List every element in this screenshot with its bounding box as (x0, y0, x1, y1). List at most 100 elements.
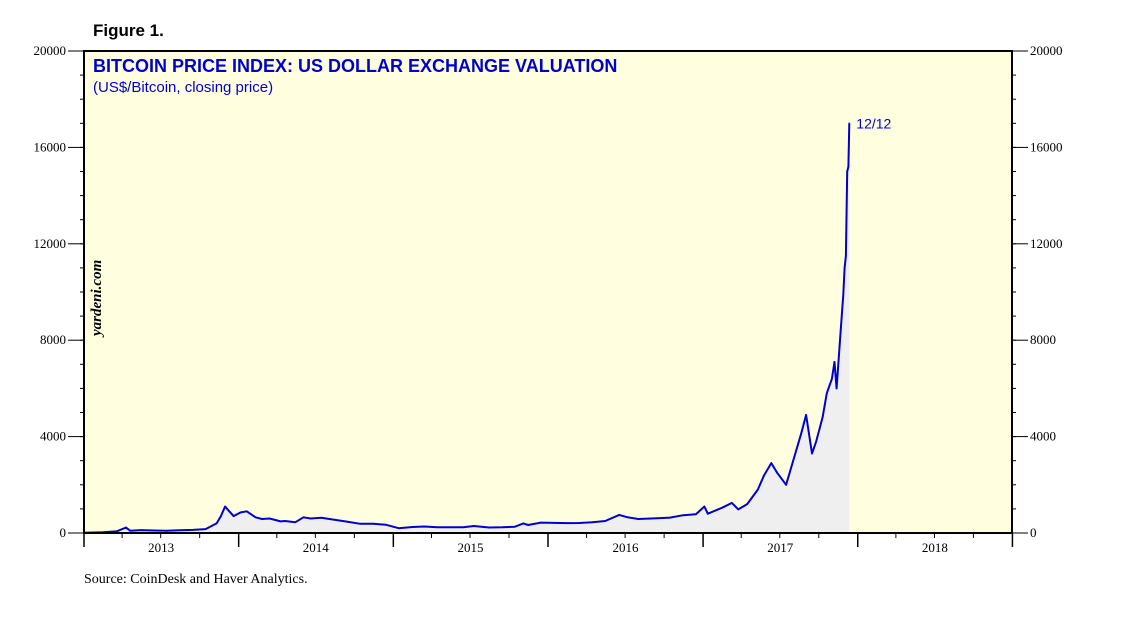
line-layer (83, 122, 851, 534)
data-point-2017-05-25 (763, 474, 765, 477)
data-point-2017-09-01 (805, 414, 807, 416)
data-point-2014-04-20 (284, 520, 286, 522)
data-point-2016-04-15 (591, 521, 594, 523)
data-point-2017-04-15 (746, 503, 748, 505)
data-point-2017-07-16 (785, 484, 787, 486)
chart-subtitle: (US$/Bitcoin, closing price) (93, 79, 273, 96)
data-point-2015-06-15 (462, 526, 465, 528)
data-point-2016-02-15 (566, 522, 568, 524)
y-tick-label-right: 4000 (1030, 429, 1056, 444)
y-tick-label-right: 8000 (1030, 332, 1056, 347)
y-tick-label-left: 8000 (40, 332, 66, 347)
data-point-2016-09-15 (656, 517, 659, 520)
data-point-2013-04-10 (125, 526, 127, 529)
data-point-2017-01-04 (703, 505, 706, 508)
data-point-2016-11-15 (682, 514, 684, 516)
data-point-2013-09-15 (192, 529, 194, 531)
data-point-2014-12-15 (385, 524, 387, 526)
data-point-2017-03-10 (731, 502, 733, 504)
data-point-2013-06-15 (153, 529, 155, 532)
data-point-2015-04-15 (436, 526, 439, 529)
data-point-2017-08-05 (793, 455, 796, 457)
data-point-2017-09-25 (815, 440, 817, 443)
x-tick-label-2017: 2017 (767, 540, 794, 555)
data-point-2017-11-20 (839, 339, 841, 342)
data-point-2017-11-28 (842, 293, 845, 296)
data-point-2017-01-12 (707, 512, 709, 515)
data-point-2017-11-07 (833, 361, 836, 363)
data-point-2017-08-20 (800, 433, 802, 436)
data-point-2016-08-01 (637, 518, 640, 520)
data-point-2014-07-15 (320, 517, 323, 519)
x-tick-label-2016: 2016 (613, 540, 640, 555)
data-point-2014-10-15 (359, 523, 362, 525)
data-point-2017-09-15 (811, 452, 813, 455)
data-point-2014-02-10 (254, 516, 257, 519)
data-point-2017-12-04 (845, 255, 847, 257)
data-point-2016-05-15 (604, 520, 606, 522)
data-point-2017-12-12 (848, 122, 851, 125)
data-point-2015-02-15 (411, 526, 414, 528)
data-point-2016-07-05 (626, 516, 628, 518)
x-tick-label-2013: 2013 (148, 540, 174, 555)
plot-area (84, 51, 1012, 533)
y-tick-label-right: 12000 (1030, 236, 1063, 251)
x-tick-layer: 2013 2014 2015 2016 2017 2018 (83, 533, 1014, 555)
data-point-2014-01-20 (245, 510, 248, 513)
data-point-2017-12-01 (843, 267, 846, 269)
data-point-2017-05-10 (757, 488, 759, 491)
area-layer (84, 123, 850, 534)
x-tick-label-2015: 2015 (457, 540, 483, 555)
data-point-2016-10-15 (669, 516, 671, 519)
annotation-label: 12/12 (856, 115, 891, 131)
data-point-2013-11-20 (220, 515, 222, 517)
data-point-2017-02-15 (721, 506, 723, 509)
data-point-2017-11-12 (835, 387, 838, 390)
data-point-2014-06-20 (309, 517, 312, 520)
data-point-2013-04-20 (129, 530, 131, 532)
data-point-2017-11-01 (831, 378, 833, 380)
data-point-2014-01-05 (239, 511, 242, 514)
data-point-2014-03-15 (268, 517, 271, 520)
figure-label: Figure 1. (93, 21, 164, 40)
data-point-2016-01-15 (553, 522, 555, 524)
data-point-2016-03-15 (578, 522, 581, 524)
data-point-2016-12-15 (695, 513, 697, 515)
data-point-2017-06-25 (776, 472, 778, 474)
chart-title: BITCOIN PRICE INDEX: US DOLLAR EXCHANGE … (93, 56, 617, 76)
data-point-2015-05-15 (449, 526, 451, 528)
data-point-2014-05-15 (294, 521, 297, 523)
data-point-2015-11-15 (527, 524, 529, 526)
data-point-2013-11-10 (215, 522, 218, 525)
data-point-2017-12-10 (847, 165, 850, 168)
data-point-2017-12-07 (846, 170, 848, 173)
y-tick-label-left: 20000 (34, 43, 67, 58)
data-point-2017-03-25 (737, 508, 740, 511)
y-tick-label-right: 0 (1030, 525, 1037, 540)
data-point-2013-12-10 (228, 510, 231, 513)
data-point-2013-03-20 (116, 530, 118, 532)
y-tick-label-right: 20000 (1030, 43, 1063, 58)
data-point-2017-06-11 (770, 462, 773, 464)
data-point-2013-07-15 (165, 530, 168, 532)
data-point-2015-11-04 (522, 522, 525, 525)
data-point-2014-04-10 (279, 520, 282, 523)
y-tick-label-left: 12000 (34, 236, 67, 251)
y-tick-label-left: 16000 (34, 139, 67, 154)
y-tick-layer: 0 0 4000 4000 8000 8000 12000 12000 16000 16000 20… (34, 43, 1063, 540)
data-point-2014-02-25 (261, 518, 263, 520)
data-point-2013-10-15 (204, 528, 207, 530)
source-note: Source: CoinDesk and Haver Analytics. (84, 572, 308, 587)
data-point-2015-01-14 (398, 527, 400, 529)
data-point-2015-09-15 (501, 526, 504, 529)
watermark: yardeni.com (89, 260, 105, 338)
x-tick-label-2018: 2018 (922, 540, 948, 555)
data-point-2013-05-15 (140, 529, 142, 531)
data-point-2013-12-20 (232, 515, 235, 517)
data-point-2015-07-10 (473, 525, 475, 527)
x-tick-label-2014: 2014 (303, 540, 330, 555)
data-point-2017-10-10 (821, 416, 824, 419)
data-point-2015-08-15 (488, 526, 490, 529)
data-point-2014-11-15 (372, 523, 375, 525)
